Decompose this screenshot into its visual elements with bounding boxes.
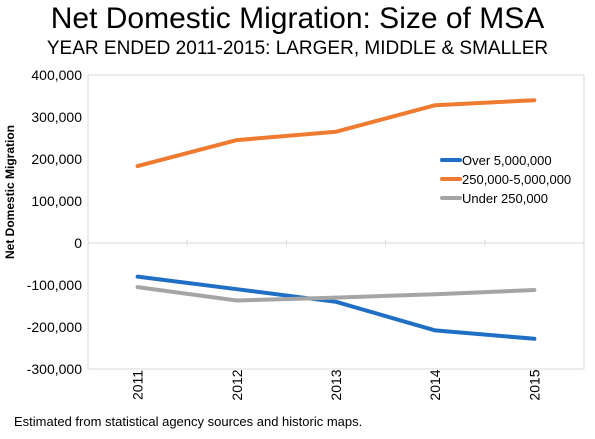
plot-area — [87, 74, 585, 370]
x-tick-label: 2012 — [229, 369, 245, 400]
footnote: Estimated from statistical agency source… — [14, 414, 363, 429]
series-line-250-000-5-000-000 — [135, 98, 537, 169]
y-axis-label: Net Domestic Migration — [3, 125, 17, 259]
chart-title: Net Domestic Migration: Size of MSA — [50, 2, 545, 35]
legend-label: Under 250,000 — [462, 191, 548, 206]
x-tick-label: 2015 — [526, 369, 542, 400]
x-tick-label: 2011 — [130, 370, 146, 400]
y-tick-label: 300,000 — [31, 109, 82, 125]
series-line-over-5-000-000 — [135, 274, 537, 341]
legend-label: Over 5,000,000 — [462, 153, 552, 168]
y-tick-label: 100,000 — [31, 193, 82, 209]
y-tick-label: 200,000 — [31, 151, 82, 167]
y-tick-label: -200,000 — [27, 319, 82, 335]
y-tick-label: -300,000 — [27, 361, 82, 377]
y-tick-label: 0 — [74, 235, 82, 251]
x-tick-label: 2013 — [328, 369, 344, 400]
y-tick-label: -100,000 — [27, 277, 82, 293]
chart-subtitle: YEAR ENDED 2011-2015: LARGER, MIDDLE & S… — [46, 38, 549, 59]
y-tick-label: 400,000 — [31, 67, 82, 83]
series-line-under-250-000 — [135, 285, 537, 303]
x-tick-label: 2014 — [427, 369, 443, 400]
legend-label: 250,000-5,000,000 — [462, 172, 571, 187]
